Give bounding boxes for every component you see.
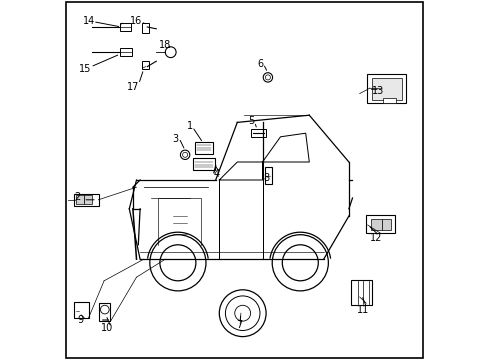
FancyBboxPatch shape [382, 98, 395, 103]
Text: 8: 8 [263, 173, 268, 183]
Text: 3: 3 [172, 134, 178, 144]
Text: 17: 17 [127, 82, 140, 92]
FancyBboxPatch shape [366, 74, 406, 103]
Circle shape [182, 152, 187, 157]
FancyBboxPatch shape [195, 142, 212, 154]
FancyBboxPatch shape [350, 280, 371, 305]
FancyBboxPatch shape [142, 61, 149, 69]
Circle shape [101, 305, 109, 314]
FancyBboxPatch shape [382, 219, 390, 230]
Text: 14: 14 [82, 16, 95, 26]
Text: 6: 6 [257, 59, 263, 69]
Circle shape [282, 245, 318, 281]
Circle shape [234, 305, 250, 321]
Text: 7: 7 [236, 320, 242, 330]
FancyBboxPatch shape [120, 48, 132, 56]
Text: 10: 10 [101, 323, 113, 333]
Circle shape [165, 47, 176, 58]
Text: 2: 2 [74, 192, 81, 202]
Text: 12: 12 [370, 233, 382, 243]
FancyBboxPatch shape [251, 129, 265, 137]
FancyBboxPatch shape [120, 23, 131, 31]
Circle shape [160, 245, 196, 281]
FancyBboxPatch shape [84, 195, 91, 204]
FancyBboxPatch shape [141, 23, 148, 33]
Text: 16: 16 [130, 16, 142, 26]
FancyBboxPatch shape [74, 194, 99, 206]
Text: 5: 5 [248, 116, 254, 126]
Circle shape [225, 296, 260, 330]
FancyBboxPatch shape [74, 302, 89, 318]
FancyBboxPatch shape [99, 303, 110, 321]
Text: 1: 1 [186, 121, 192, 131]
FancyBboxPatch shape [264, 167, 272, 184]
Circle shape [149, 235, 205, 291]
FancyBboxPatch shape [193, 158, 214, 170]
Text: 4: 4 [213, 168, 219, 179]
Text: 11: 11 [356, 305, 368, 315]
Circle shape [265, 75, 270, 80]
FancyBboxPatch shape [370, 219, 381, 230]
FancyBboxPatch shape [76, 195, 83, 204]
FancyBboxPatch shape [366, 215, 394, 233]
FancyBboxPatch shape [371, 78, 401, 100]
Text: 15: 15 [79, 64, 91, 75]
Text: 13: 13 [371, 86, 384, 96]
Circle shape [219, 290, 265, 337]
Circle shape [263, 73, 272, 82]
Circle shape [180, 150, 189, 159]
Text: 9: 9 [78, 315, 83, 325]
Text: 18: 18 [159, 40, 171, 50]
Circle shape [272, 235, 328, 291]
